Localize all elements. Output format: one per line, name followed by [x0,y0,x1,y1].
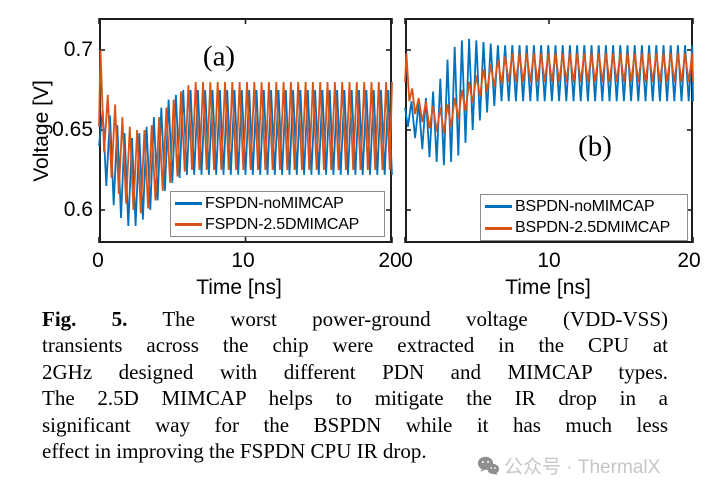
panel-label-a: (a) [202,40,236,73]
legend-entry: FSPDN-2.5DMIMCAP [175,215,384,234]
chart-a-x-axis-label: Time [ns] [196,276,282,299]
chart-b-xtick-10: 10 [537,249,561,272]
legend-label: FSPDN-noMIMCAP [205,194,344,212]
legend-label: BSPDN-noMIMCAP [515,197,655,215]
ytick-0-65: 0.65 [52,118,93,141]
legend-line-sample-orange [175,223,202,226]
chart-a-xtick-20: 20 [378,249,402,272]
figure-number-label: Fig. 5. [42,307,128,331]
caption-line: effect in improving the FSPDN CPU IR dro… [42,439,427,464]
figure-caption: Fig. 5. The worst power-ground voltage (… [42,306,668,464]
caption-line: significant way for the BSPDN while it h… [42,412,668,437]
legend-label: FSPDN-2.5DMIMCAP [205,215,360,233]
chart-b-legend: BSPDN-noMIMCAP BSPDN-2.5DMIMCAP [480,194,688,241]
legend-entry: FSPDN-noMIMCAP [175,194,384,213]
caption-text: The worst power-ground voltage (VDD-VSS) [162,307,669,331]
chart-a-xtick-10: 10 [231,249,255,272]
legend-line-sample-blue [175,202,202,205]
caption-line: The 2.5D MIMCAP helps to mitigate the IR… [42,386,668,411]
ytick-0-7: 0.7 [63,38,93,61]
caption-line: 2GHz designed with different PDN and MIM… [42,359,668,384]
chart-a-legend: FSPDN-noMIMCAP FSPDN-2.5DMIMCAP [170,191,385,237]
panel-label-b: (b) [578,130,612,163]
caption-line: Fig. 5. The worst power-ground voltage (… [42,306,668,332]
chart-b-waveforms [404,18,694,243]
chart-a-waveforms [98,18,393,243]
y-axis-label: Voltage [V] [30,80,53,182]
legend-label: BSPDN-2.5DMIMCAP [515,219,671,237]
legend-line-sample-blue [485,205,512,209]
legend-line-sample-orange [485,226,512,230]
chart-b-x-axis-label: Time [ns] [505,276,591,299]
ytick-0-6: 0.6 [63,198,93,221]
chart-a-xtick-0: 0 [92,249,104,272]
legend-entry: BSPDN-2.5DMIMCAP [485,219,687,239]
chart-b-xtick-0: 0 [401,249,413,272]
caption-line: transients across the chip were extracte… [42,333,668,358]
chart-b-xtick-20: 20 [677,249,701,272]
legend-entry: BSPDN-noMIMCAP [485,197,687,217]
